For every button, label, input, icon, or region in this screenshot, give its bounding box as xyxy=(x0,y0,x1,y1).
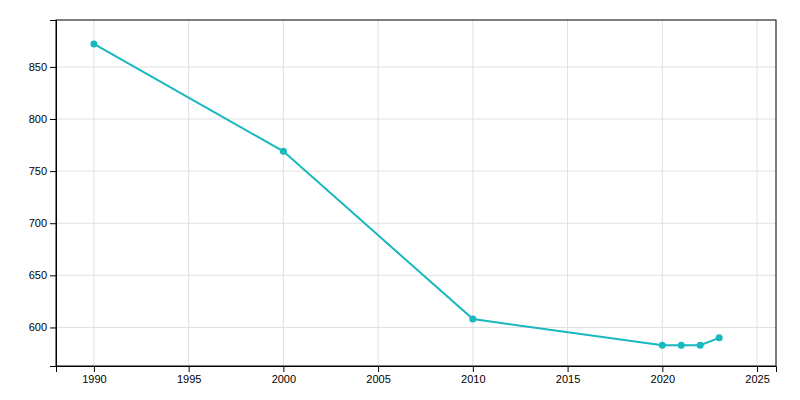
x-tick: 2025 xyxy=(745,366,769,385)
x-tick-mark xyxy=(662,366,663,372)
x-tick: 2000 xyxy=(272,366,296,385)
x-tick-mark xyxy=(283,366,284,372)
x-tick-mark xyxy=(378,366,379,372)
point xyxy=(659,342,666,349)
point xyxy=(280,148,287,155)
x-tick-mark xyxy=(568,366,569,372)
y-tick-label: 600 xyxy=(29,321,47,333)
x-grid-line xyxy=(93,20,94,366)
x-axis-line xyxy=(57,367,777,373)
x-grid-line xyxy=(283,20,284,366)
y-tick-mark xyxy=(50,327,56,328)
x-tick: 2010 xyxy=(461,366,485,385)
y-tick-mark xyxy=(50,67,56,68)
x-tick: 2020 xyxy=(651,366,675,385)
x-grid-line xyxy=(378,20,379,366)
x-tick-mark xyxy=(473,366,474,372)
y-tick: 850 xyxy=(29,61,56,73)
y-tick-label: 750 xyxy=(29,165,47,177)
plot-frame xyxy=(56,20,776,366)
x-axis: 1990 1995 2000 2005 2010 2015 2020 2025 xyxy=(57,366,777,385)
y-tick: 600 xyxy=(29,321,56,333)
x-tick: 2005 xyxy=(366,366,390,385)
x-tick-mark xyxy=(189,366,190,372)
chart: 1990 1995 2000 2005 2010 2015 2020 2025 600 650 70… xyxy=(0,0,800,400)
point xyxy=(90,40,97,47)
point xyxy=(678,342,685,349)
y-grid-line xyxy=(56,171,776,172)
x-tick-mark xyxy=(757,366,758,372)
y-grid-line xyxy=(56,119,776,120)
x-tick-label: 2025 xyxy=(745,373,769,385)
y-tick-label: 800 xyxy=(29,113,47,125)
y-tick-label: 650 xyxy=(29,269,47,281)
plot: 1990 1995 2000 2005 2010 2015 2020 2025 600 650 70… xyxy=(29,20,777,385)
y-grid-line xyxy=(56,223,776,224)
x-grid-line xyxy=(188,20,189,366)
marks xyxy=(90,40,722,348)
x-grid-line xyxy=(757,20,758,366)
y-grid-line xyxy=(56,66,776,67)
y-tick: 700 xyxy=(29,217,56,229)
grid xyxy=(56,20,776,366)
y-grid-line xyxy=(56,327,776,328)
y-grid-line xyxy=(56,275,776,276)
x-tick: 2015 xyxy=(556,366,580,385)
y-axis-line xyxy=(50,21,57,367)
point xyxy=(469,316,476,323)
x-tick-mark xyxy=(94,366,95,372)
y-tick: 750 xyxy=(29,165,56,177)
x-tick: 1990 xyxy=(82,366,106,385)
y-tick-mark xyxy=(50,119,56,120)
x-tick-label: 2000 xyxy=(272,373,296,385)
y-axis: 600 650 700 750 800 850 xyxy=(29,21,57,367)
point xyxy=(697,342,704,349)
y-tick-mark xyxy=(50,223,56,224)
y-tick-label: 700 xyxy=(29,217,47,229)
x-tick-label: 2015 xyxy=(556,373,580,385)
x-tick-label: 2005 xyxy=(366,373,390,385)
y-tick: 800 xyxy=(29,113,56,125)
x-tick-label: 2020 xyxy=(651,373,675,385)
x-grid-line xyxy=(567,20,568,366)
x-tick-label: 1995 xyxy=(177,373,201,385)
y-tick-label: 850 xyxy=(29,61,47,73)
y-tick-mark xyxy=(50,275,56,276)
line xyxy=(94,44,719,345)
x-grid-line xyxy=(472,20,473,366)
point xyxy=(716,334,723,341)
x-tick: 1995 xyxy=(177,366,201,385)
y-tick: 650 xyxy=(29,269,56,281)
x-grid-line xyxy=(662,20,663,366)
y-tick-mark xyxy=(50,171,56,172)
x-tick-label: 1990 xyxy=(82,373,106,385)
x-tick-label: 2010 xyxy=(461,373,485,385)
